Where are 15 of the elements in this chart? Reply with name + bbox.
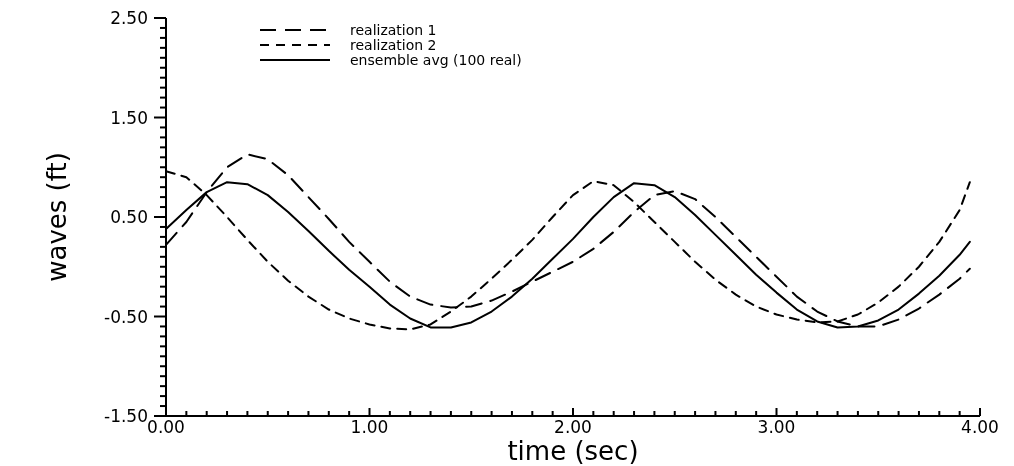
x-tick-label: 1.00 [350,417,389,437]
y-tick-label: -0.50 [104,306,148,327]
y-tick-label: -1.50 [104,406,148,426]
y-axis-title: waves (ft) [42,152,72,282]
y-tick-label: 0.50 [110,207,148,227]
x-tick-label: 0.00 [147,417,185,437]
legend-label: realization 2 [350,37,437,53]
x-axis-title: time (sec) [507,436,639,466]
legend-label: realization 1 [350,22,437,38]
y-tick-label: 1.50 [110,107,148,128]
x-tick-label: 2.00 [554,417,592,437]
x-tick-label: 4.00 [961,417,999,437]
x-tick-label: 3.00 [757,417,796,437]
legend-label: ensemble avg (100 real) [350,52,522,68]
y-tick-label: 2.50 [110,8,148,28]
